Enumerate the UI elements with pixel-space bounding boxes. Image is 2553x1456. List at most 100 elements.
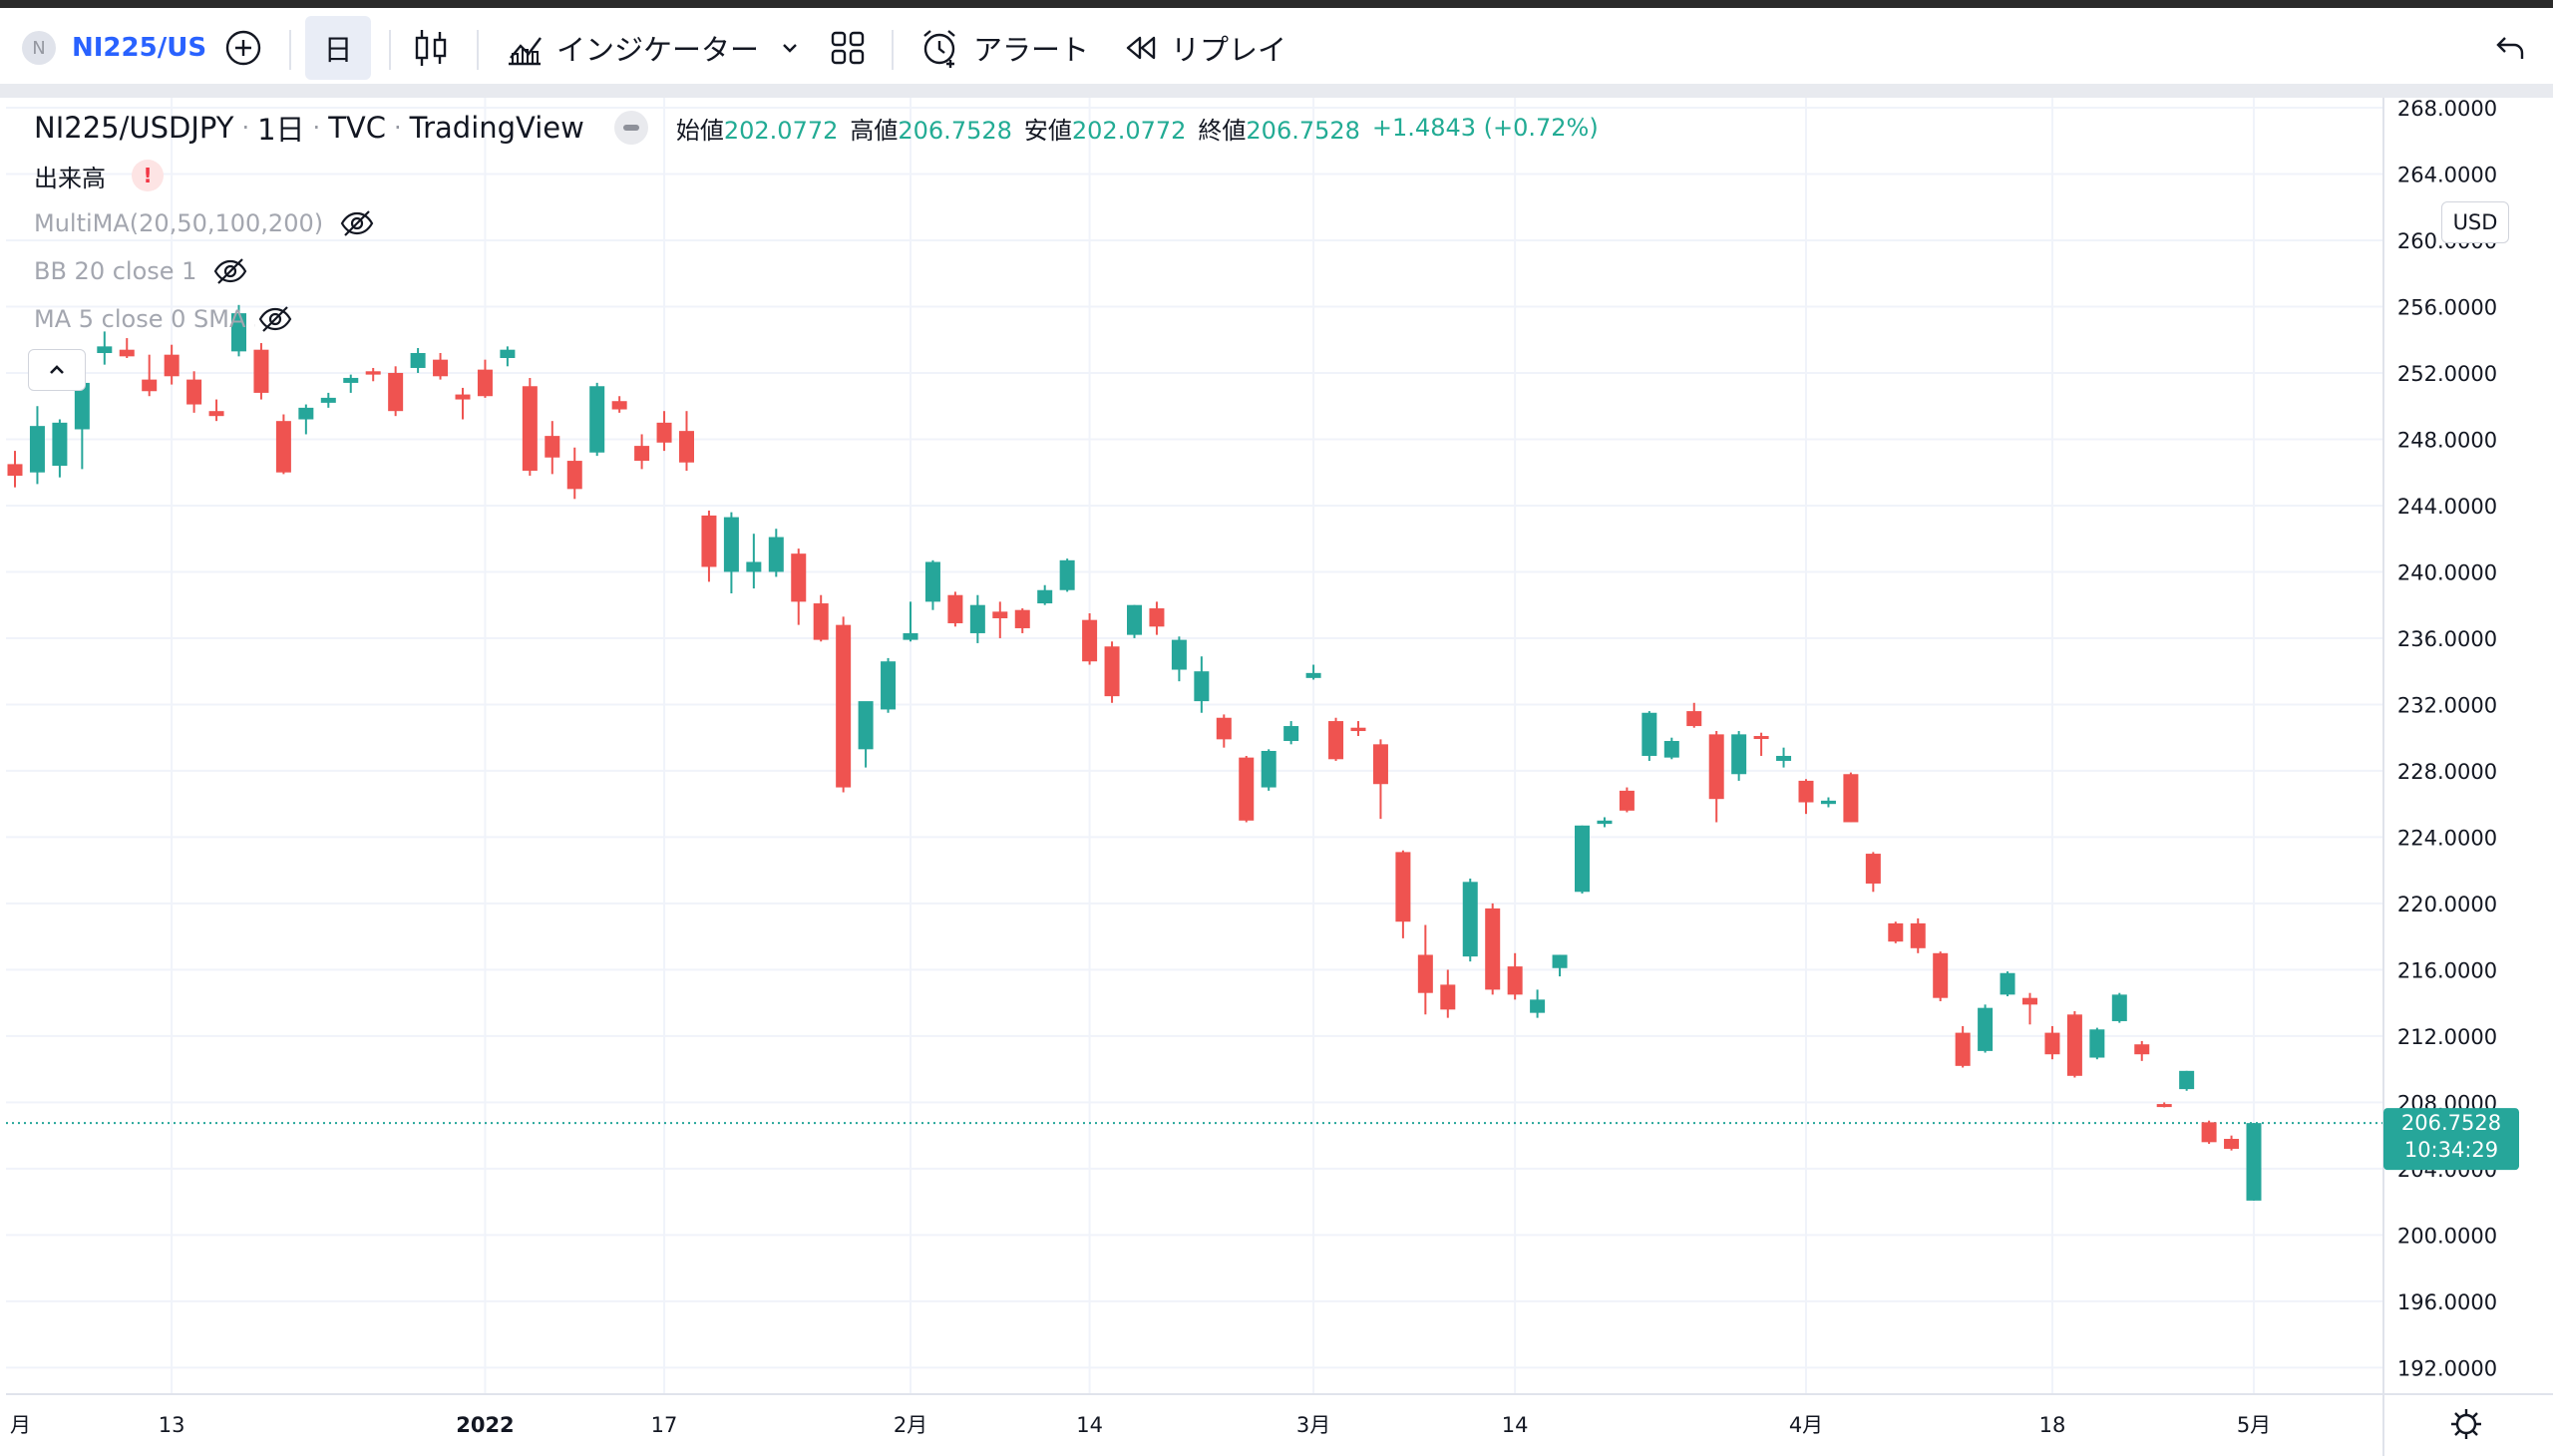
candle-body (2156, 1104, 2172, 1108)
interval-button[interactable]: 日 (305, 8, 371, 88)
settings-icon (2455, 1413, 2477, 1435)
undo-button[interactable] (2493, 8, 2529, 88)
indicators-button[interactable]: インジケーター (505, 8, 759, 88)
legend-separator: · (241, 114, 250, 142)
volume-legend[interactable]: 出来高 ! (34, 156, 164, 195)
candle-body (969, 604, 985, 633)
candle-body (1082, 619, 1098, 662)
candle (1597, 817, 1613, 828)
symbol-search-button[interactable]: N NI225/US (22, 8, 206, 88)
candle-body (388, 372, 404, 412)
currency-badge[interactable]: USD (2441, 201, 2509, 243)
market-status-icon[interactable] (613, 111, 648, 145)
time-axis[interactable]: 月 13 2022 17 2月 14 3月 14 4月 18 5月 (10, 1413, 2271, 1437)
toolbar-separator (0, 84, 2553, 98)
candle (186, 371, 202, 413)
candle (723, 512, 739, 594)
candle (1888, 921, 1904, 943)
candle-body (1910, 922, 1926, 948)
candle (365, 367, 381, 382)
candle (1753, 732, 1769, 756)
candle (1530, 989, 1546, 1018)
indicator-templates-dropdown[interactable] (778, 8, 802, 88)
candle-body (881, 661, 897, 710)
bb-label: BB 20 close 1 (34, 257, 197, 285)
volume-warning-icon[interactable]: ! (132, 160, 164, 191)
candle (2201, 1120, 2217, 1144)
candle-body (2066, 1014, 2082, 1076)
eye-crossed-icon[interactable] (339, 208, 375, 238)
multima-legend[interactable]: MultiMA(20,50,100,200) (34, 203, 375, 243)
ma-legend[interactable]: MA 5 close 0 SMA 5 (34, 299, 293, 339)
candle-body (1552, 954, 1568, 968)
candle-body (1462, 882, 1478, 957)
settings-button[interactable] (2451, 1409, 2481, 1439)
candle-body (1776, 755, 1792, 761)
bb-legend[interactable]: BB 20 close 1 (34, 251, 248, 291)
candle-body (2111, 994, 2127, 1021)
candle-body (275, 421, 291, 473)
candle-body (2246, 1123, 2262, 1201)
candle (2089, 1027, 2105, 1060)
price-axis[interactable]: 268.0000264.0000260.0000256.0000252.0000… (2397, 98, 2497, 1380)
replay-button[interactable]: リプレイ (1123, 8, 1286, 88)
candle-body (455, 394, 471, 400)
candle (1059, 558, 1075, 592)
candle-body (1283, 726, 1299, 742)
candle (2134, 1040, 2150, 1061)
eye-crossed-icon[interactable] (212, 256, 248, 286)
series-legend[interactable]: NI225/USDJPY · 1日 · TVC · TradingView 始値… (34, 108, 1599, 148)
candle (1507, 952, 1523, 1000)
candle (836, 616, 852, 793)
candle (298, 404, 314, 435)
candle (1575, 825, 1590, 894)
eye-crossed-icon[interactable] (257, 304, 293, 334)
candle (1933, 951, 1949, 1002)
candle-body (903, 632, 918, 640)
candle-body (522, 386, 538, 472)
time-tick-label: 2月 (894, 1413, 927, 1437)
candle (388, 366, 404, 417)
candle (566, 447, 582, 500)
indicators-label: インジケーター (556, 33, 760, 67)
candle-body (545, 436, 560, 458)
price-chart[interactable]: 268.0000264.0000260.0000256.0000252.0000… (6, 98, 2553, 1456)
price-tick-label: 220.0000 (2397, 893, 2497, 916)
candle-body (119, 349, 135, 357)
chart-type-button[interactable] (411, 8, 451, 88)
candle (477, 359, 493, 398)
alert-button[interactable]: アラート (919, 8, 1089, 88)
candle (1641, 711, 1657, 761)
rewind-icon (1126, 36, 1156, 60)
candle-body (2000, 972, 2015, 995)
candle (1171, 636, 1187, 682)
price-tick-label: 256.0000 (2397, 295, 2497, 319)
candle (1194, 656, 1210, 713)
high-label: 高値 (850, 116, 899, 145)
multima-label: MultiMA(20,50,100,200) (34, 209, 324, 237)
collapse-legend-button[interactable] (28, 349, 86, 391)
time-tick-label: 14 (1502, 1413, 1529, 1437)
candle-body (723, 517, 739, 572)
price-tick-label: 212.0000 (2397, 1025, 2497, 1049)
layout-button[interactable] (830, 8, 866, 88)
candle (320, 392, 336, 408)
candle (2066, 1010, 2082, 1078)
candle (545, 421, 560, 475)
candle-body (1328, 721, 1344, 760)
ohlc-high: 高値206.7528 (850, 111, 1012, 146)
candle (903, 601, 918, 642)
candle (1619, 787, 1635, 813)
candle (1462, 878, 1478, 962)
candle (500, 346, 516, 367)
candle-body (1530, 999, 1546, 1013)
price-tick-label: 228.0000 (2397, 760, 2497, 784)
undo-icon (2496, 37, 2524, 59)
candle (791, 548, 807, 625)
candle-body (1305, 672, 1321, 678)
candle-body (1261, 750, 1276, 788)
chart-panel[interactable]: 268.0000264.0000260.0000256.0000252.0000… (6, 98, 2553, 1456)
low-value: 202.0772 (1071, 116, 1187, 145)
candle (2111, 992, 2127, 1023)
compare-symbol-button[interactable] (223, 8, 263, 88)
